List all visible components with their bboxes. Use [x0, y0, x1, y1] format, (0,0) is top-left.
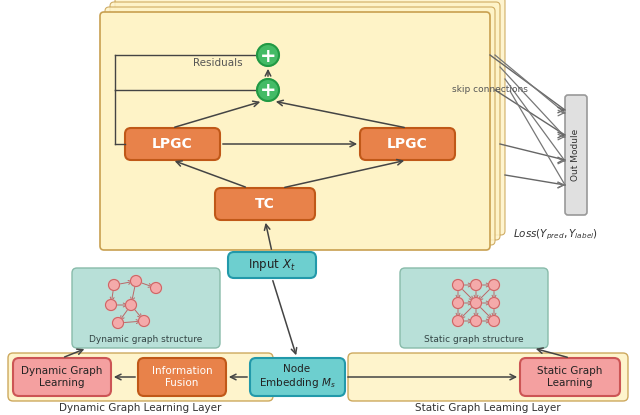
Text: +: +	[260, 81, 276, 100]
Circle shape	[452, 279, 463, 290]
FancyBboxPatch shape	[228, 252, 316, 278]
FancyBboxPatch shape	[215, 188, 315, 220]
FancyBboxPatch shape	[360, 128, 455, 160]
Circle shape	[138, 315, 150, 327]
Text: Static Graph
Learning: Static Graph Learning	[538, 366, 603, 388]
Circle shape	[470, 315, 481, 327]
FancyBboxPatch shape	[8, 353, 273, 401]
Text: Out Module: Out Module	[572, 129, 580, 181]
FancyBboxPatch shape	[250, 358, 345, 396]
Text: Static Graph Leaming Layer: Static Graph Leaming Layer	[415, 403, 561, 413]
FancyBboxPatch shape	[110, 2, 500, 240]
Text: Residuals: Residuals	[193, 58, 243, 68]
FancyBboxPatch shape	[125, 128, 220, 160]
FancyBboxPatch shape	[100, 12, 490, 250]
Text: Static graph structure: Static graph structure	[424, 334, 524, 344]
Circle shape	[106, 300, 116, 310]
Circle shape	[150, 283, 161, 293]
FancyBboxPatch shape	[13, 358, 111, 396]
Circle shape	[113, 317, 124, 329]
Text: Input $X_t$: Input $X_t$	[248, 257, 296, 273]
Text: +: +	[260, 46, 276, 66]
Circle shape	[131, 276, 141, 286]
FancyBboxPatch shape	[565, 95, 587, 215]
Text: skip connections: skip connections	[452, 85, 528, 95]
Circle shape	[109, 279, 120, 290]
Text: Dynamic graph structure: Dynamic graph structure	[90, 334, 203, 344]
Circle shape	[452, 298, 463, 308]
FancyBboxPatch shape	[115, 0, 505, 235]
Circle shape	[452, 315, 463, 327]
Circle shape	[488, 315, 499, 327]
FancyBboxPatch shape	[400, 268, 548, 348]
Text: TC: TC	[255, 197, 275, 211]
FancyBboxPatch shape	[138, 358, 226, 396]
Text: LPGC: LPGC	[387, 137, 428, 151]
Text: LPGC: LPGC	[152, 137, 193, 151]
Circle shape	[488, 298, 499, 308]
Text: Dynamic Graph Learning Layer: Dynamic Graph Learning Layer	[59, 403, 221, 413]
Circle shape	[125, 300, 136, 310]
Text: Node
Embedding $M_s$: Node Embedding $M_s$	[259, 364, 335, 390]
Text: Information
Fusion: Information Fusion	[152, 366, 212, 388]
Circle shape	[470, 279, 481, 290]
FancyBboxPatch shape	[72, 268, 220, 348]
Text: Dynamic Graph
Learning: Dynamic Graph Learning	[21, 366, 102, 388]
Circle shape	[470, 298, 481, 308]
Text: $Loss(Y_{pred}, Y_{label})$: $Loss(Y_{pred}, Y_{label})$	[513, 228, 598, 242]
FancyBboxPatch shape	[105, 7, 495, 245]
Circle shape	[488, 279, 499, 290]
FancyBboxPatch shape	[348, 353, 628, 401]
Circle shape	[257, 79, 279, 101]
FancyBboxPatch shape	[520, 358, 620, 396]
Circle shape	[257, 44, 279, 66]
